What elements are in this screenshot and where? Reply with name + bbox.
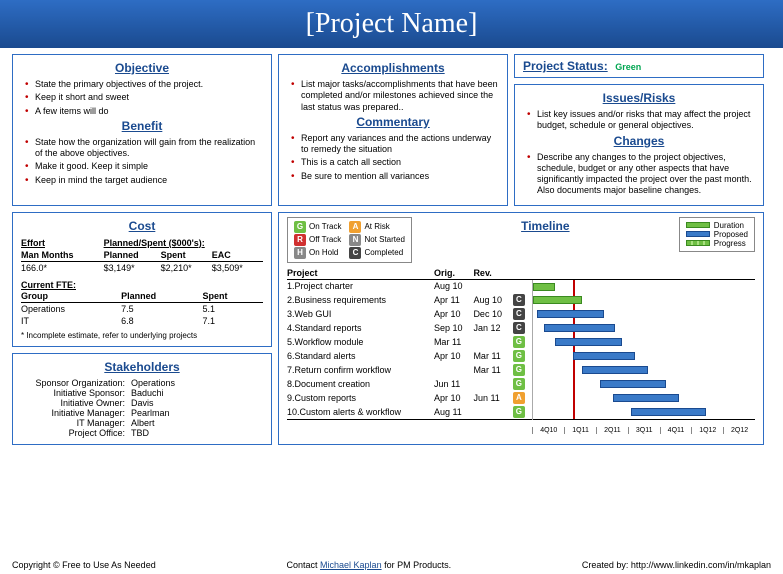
- stakeholder-row: IT Manager:Albert: [21, 418, 263, 428]
- objective-list: State the primary objectives of the proj…: [21, 79, 263, 117]
- list-item: List major tasks/accomplishments that ha…: [291, 79, 499, 113]
- status-panel: Project Status: Green: [514, 54, 764, 78]
- list-item: List key issues and/or risks that may af…: [527, 109, 755, 132]
- issues-panel: Issues/Risks List key issues and/or risk…: [514, 84, 764, 206]
- benefit-heading: Benefit: [21, 119, 263, 133]
- accomplishments-heading: Accomplishments: [287, 61, 499, 75]
- objective-heading: Objective: [21, 61, 263, 75]
- list-item: Keep it short and sweet: [25, 92, 263, 103]
- timeline-row: 9.Custom reportsApr 10Jun 11A: [287, 391, 755, 405]
- timeline-table: Project Orig. Rev. 1.Project charterAug …: [287, 267, 755, 434]
- commentary-heading: Commentary: [287, 115, 499, 129]
- cost-heading: Cost: [21, 219, 263, 233]
- timeline-row: 3.Web GUIApr 10Dec 10C: [287, 307, 755, 321]
- stakeholders-panel: Stakeholders Sponsor Organization:Operat…: [12, 353, 272, 445]
- timeline-row: 5.Workflow moduleMar 11G: [287, 335, 755, 349]
- timeline-row: 8.Document creationJun 11G: [287, 377, 755, 391]
- list-item: State the primary objectives of the proj…: [25, 79, 263, 90]
- timeline-bar-legend: DurationProposedProgress: [679, 217, 755, 252]
- fte-label: Current FTE:: [21, 280, 263, 290]
- timeline-row: 10.Custom alerts & workflowAug 11G: [287, 405, 755, 419]
- list-item: Make it good. Keep it simple: [25, 161, 263, 172]
- stakeholder-row: Sponsor Organization:Operations: [21, 378, 263, 388]
- footer-copyright: Copyright © Free to Use As Needed: [12, 560, 156, 570]
- changes-heading: Changes: [523, 134, 755, 148]
- timeline-status-legend: GOn TrackAAt RiskROff TrackNNot StartedH…: [287, 217, 412, 263]
- stakeholder-row: Initiative Owner:Davis: [21, 398, 263, 408]
- list-item: Be sure to mention all variances: [291, 171, 499, 182]
- footer-contact: Contact Michael Kaplan for PM Products.: [287, 560, 452, 570]
- timeline-row: 7.Return confirm workflowMar 11G: [287, 363, 755, 377]
- footer-credit: Created by: http://www.linkedin.com/in/m…: [582, 560, 771, 570]
- page-title: [Project Name]: [0, 0, 783, 48]
- objective-panel: Objective State the primary objectives o…: [12, 54, 272, 206]
- list-item: A few items will do: [25, 106, 263, 117]
- list-item: State how the organization will gain fro…: [25, 137, 263, 160]
- issues-heading: Issues/Risks: [523, 91, 755, 105]
- timeline-row: 1.Project charterAug 10: [287, 279, 755, 293]
- timeline-panel: GOn TrackAAt RiskROff TrackNNot StartedH…: [278, 212, 764, 445]
- timeline-row: 6.Standard alertsApr 10Mar 11G: [287, 349, 755, 363]
- status-label: Project Status:: [523, 59, 608, 73]
- list-item: Describe any changes to the project obje…: [527, 152, 755, 197]
- list-item: This is a catch all section: [291, 157, 499, 168]
- accomplishments-panel: Accomplishments List major tasks/accompl…: [278, 54, 508, 206]
- status-value: Green: [615, 62, 641, 72]
- cost-effort-table: EffortPlanned/Spent ($000's): Man Months…: [21, 237, 263, 274]
- timeline-row: 2.Business requirementsApr 11Aug 10C: [287, 293, 755, 307]
- cost-panel: Cost EffortPlanned/Spent ($000's): Man M…: [12, 212, 272, 347]
- footer-contact-link[interactable]: Michael Kaplan: [320, 560, 382, 570]
- timeline-heading: Timeline: [412, 219, 679, 233]
- stakeholder-row: Initiative Sponsor:Baduchi: [21, 388, 263, 398]
- stakeholder-row: Initiative Manager:Pearlman: [21, 408, 263, 418]
- stakeholders-heading: Stakeholders: [21, 360, 263, 374]
- list-item: Report any variances and the actions und…: [291, 133, 499, 156]
- list-item: Keep in mind the target audience: [25, 175, 263, 186]
- stakeholder-row: Project Office:TBD: [21, 428, 263, 438]
- timeline-row: 4.Standard reportsSep 10Jan 12C: [287, 321, 755, 335]
- cost-note: * Incomplete estimate, refer to underlyi…: [21, 331, 263, 340]
- footer: Copyright © Free to Use As Needed Contac…: [12, 560, 771, 570]
- cost-fte-table: GroupPlannedSpent Operations7.55.1 IT6.8…: [21, 290, 263, 327]
- benefit-list: State how the organization will gain fro…: [21, 137, 263, 186]
